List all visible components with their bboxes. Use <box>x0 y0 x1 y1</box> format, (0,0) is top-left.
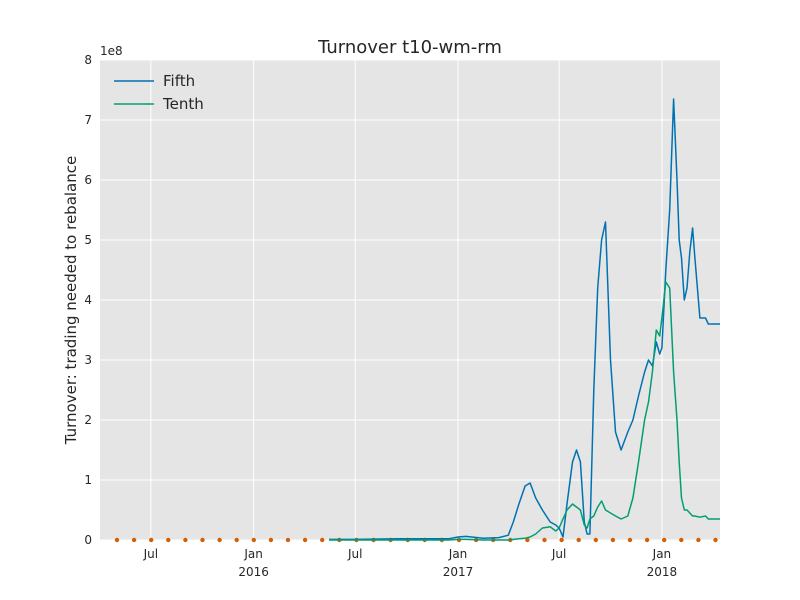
zero-marker <box>593 537 598 543</box>
zero-marker <box>183 537 188 543</box>
grid-lines <box>100 59 720 541</box>
zero-marker <box>696 537 701 543</box>
series-line-tenth <box>329 281 720 541</box>
x-tick-label: Jul <box>347 547 362 561</box>
zero-marker <box>559 537 564 543</box>
zero-marker <box>285 537 291 543</box>
zero-marker <box>200 537 205 543</box>
zero-marker <box>217 537 222 543</box>
y-tick-label: 2 <box>84 413 92 427</box>
series-lines <box>329 98 720 541</box>
x-tick-label: Jan <box>652 547 672 561</box>
y-tick-label: 1 <box>84 473 92 487</box>
legend-label: Fifth <box>163 72 195 90</box>
y-tick-label: 6 <box>84 173 92 187</box>
x-tick-label: Jan <box>448 547 468 561</box>
x-tick-labels: Jul Jan 2016 Jul Jan 2017 Jul Jan 2018 <box>143 547 678 579</box>
legend-label: Tenth <box>162 95 204 113</box>
y-tick-label: 7 <box>84 113 92 127</box>
y-tick-label: 4 <box>84 293 92 307</box>
zero-marker <box>234 537 239 543</box>
zero-marker <box>131 537 137 543</box>
legend: Fifth Tenth <box>114 72 204 113</box>
zero-marker <box>251 537 256 543</box>
y-axis-label: Turnover: trading needed to rebalance <box>62 156 80 446</box>
zero-marker <box>320 537 325 543</box>
series-line-fifth <box>329 98 720 541</box>
zero-marker <box>576 537 581 543</box>
x-tick-label: Jul <box>143 547 158 561</box>
zero-marker <box>114 537 120 543</box>
zero-marker <box>302 537 308 543</box>
x-tick-label: Jan <box>243 547 263 561</box>
x-tick-year-label: 2016 <box>238 565 269 579</box>
zero-marker <box>662 537 667 543</box>
zero-marker <box>525 537 530 543</box>
zero-marker <box>268 537 274 543</box>
x-tick-year-label: 2018 <box>647 565 678 579</box>
zero-marker <box>644 537 650 543</box>
y-tick-label: 8 <box>84 53 92 67</box>
y-multiplier-label: 1e8 <box>100 44 123 58</box>
y-tick-labels: 0 1 2 3 4 5 6 7 8 <box>84 53 92 547</box>
zero-marker <box>149 537 154 543</box>
y-tick-label: 3 <box>84 353 92 367</box>
x-tick-year-label: 2017 <box>443 565 474 579</box>
zero-marker <box>610 537 616 543</box>
zero-marker <box>713 537 718 543</box>
y-tick-label: 0 <box>84 533 92 547</box>
x-tick-label: Jul <box>551 547 566 561</box>
zero-marker <box>166 537 171 543</box>
y-tick-label: 5 <box>84 233 92 247</box>
zero-marker <box>627 537 633 543</box>
zero-marker <box>679 537 684 543</box>
chart-title: Turnover t10-wm-rm <box>317 37 502 58</box>
zero-marker <box>542 537 547 543</box>
